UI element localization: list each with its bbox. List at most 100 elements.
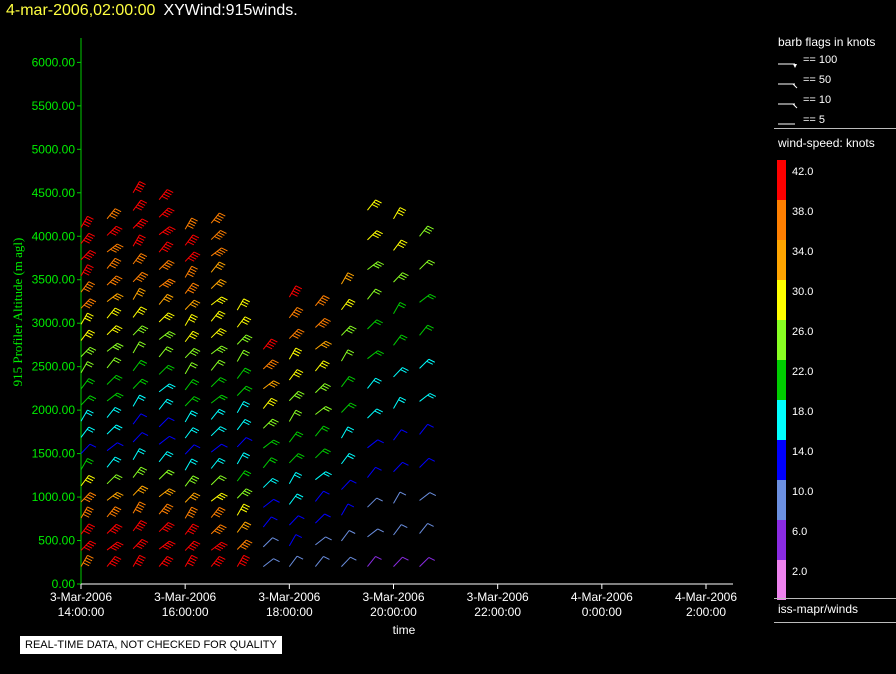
barb-flag bbox=[427, 295, 434, 300]
barb-flag bbox=[193, 540, 201, 545]
barb-flag bbox=[137, 503, 145, 508]
barb-flag bbox=[86, 428, 94, 433]
barb-shaft bbox=[106, 243, 118, 253]
barb-flag bbox=[109, 214, 117, 219]
wind-barb bbox=[393, 207, 407, 220]
wind-barb bbox=[106, 506, 122, 518]
barb-flag bbox=[165, 558, 172, 563]
barb-shaft bbox=[236, 419, 246, 431]
barb-flag bbox=[268, 383, 276, 388]
barb-flag bbox=[347, 349, 355, 354]
barb-flag bbox=[346, 329, 353, 334]
barb-flag bbox=[191, 265, 198, 270]
barb-flag bbox=[87, 542, 95, 547]
title-timestamp: 4-mar-2006,02:00:00 bbox=[6, 2, 156, 19]
barb-shaft bbox=[158, 522, 169, 533]
barb-flag bbox=[347, 378, 354, 383]
barb-flag bbox=[162, 231, 169, 236]
barb-shaft bbox=[367, 230, 378, 241]
barb-flag bbox=[112, 296, 120, 301]
barb-flag bbox=[265, 345, 273, 350]
wind-barb bbox=[393, 272, 409, 283]
barb-flag bbox=[168, 312, 175, 317]
barb-flag bbox=[397, 244, 405, 249]
barb-flag bbox=[427, 394, 434, 399]
barb-shaft bbox=[419, 458, 430, 468]
wind-barb bbox=[184, 492, 201, 503]
barb-shaft bbox=[106, 374, 117, 385]
barb-shaft bbox=[132, 181, 140, 194]
wind-barb bbox=[158, 451, 174, 463]
barb-shaft bbox=[210, 443, 222, 453]
barb-flag bbox=[220, 524, 227, 529]
barb-flag bbox=[165, 453, 172, 458]
barb-flag bbox=[292, 290, 300, 295]
barb-flag bbox=[317, 301, 325, 306]
barb-flag bbox=[376, 408, 383, 413]
barb-flag bbox=[139, 181, 146, 185]
wind-barb bbox=[158, 469, 175, 480]
barb-flag bbox=[398, 276, 405, 281]
wind-barb bbox=[132, 359, 148, 372]
barb-shaft bbox=[106, 293, 118, 303]
barb-flag bbox=[244, 336, 251, 341]
barb-flag bbox=[141, 485, 149, 490]
barb-flag bbox=[242, 492, 249, 497]
barb-flag bbox=[87, 215, 94, 220]
barb-flag bbox=[218, 231, 225, 236]
barb-shaft bbox=[80, 264, 88, 277]
wind-barb bbox=[80, 540, 97, 551]
barb-shaft bbox=[210, 541, 222, 551]
wind-barb bbox=[106, 424, 123, 435]
barb-flag bbox=[244, 367, 252, 372]
barb-flag bbox=[399, 241, 406, 246]
barb-flag bbox=[296, 493, 304, 498]
barb-shaft bbox=[106, 407, 116, 418]
wind-barb bbox=[341, 375, 356, 388]
barb-flag bbox=[348, 404, 355, 409]
wind-barb bbox=[106, 555, 122, 567]
barb-flag bbox=[220, 475, 227, 480]
barb-flag bbox=[114, 525, 121, 530]
barb-flag bbox=[193, 347, 201, 352]
barb-flag bbox=[166, 366, 173, 371]
barb-flag bbox=[141, 271, 149, 276]
barb-flag bbox=[111, 560, 118, 565]
barb-shaft bbox=[262, 338, 272, 350]
barb-shaft bbox=[80, 378, 90, 390]
barb-flag bbox=[219, 212, 226, 217]
barb-flag bbox=[269, 459, 276, 464]
wind-barb bbox=[132, 199, 148, 211]
barb-flag bbox=[215, 315, 222, 320]
wind-barb bbox=[315, 513, 331, 524]
barb-shaft bbox=[315, 513, 325, 524]
barb-shaft bbox=[315, 406, 326, 415]
barb-flag bbox=[244, 521, 252, 526]
barb-shaft bbox=[210, 279, 221, 289]
barb-shaft bbox=[80, 298, 91, 309]
barb-flag bbox=[166, 555, 174, 560]
barb-flag bbox=[346, 274, 353, 279]
y-tick-label: 500.00 bbox=[38, 534, 75, 548]
barb-flag bbox=[271, 397, 278, 402]
wind-barb bbox=[80, 215, 94, 228]
barb-shaft bbox=[288, 391, 299, 402]
barb-flag bbox=[87, 312, 94, 317]
barb-shaft bbox=[236, 334, 247, 345]
barb-flag bbox=[137, 471, 144, 476]
barb-shaft bbox=[210, 345, 222, 355]
barb-flag bbox=[188, 511, 196, 516]
barb-shaft bbox=[262, 418, 273, 429]
wind-barb bbox=[132, 394, 146, 407]
barb-flag bbox=[191, 542, 199, 547]
wind-barb bbox=[132, 413, 148, 425]
barb-shaft bbox=[80, 329, 90, 341]
barb-shaft bbox=[341, 299, 350, 311]
barb-flag bbox=[216, 349, 224, 354]
barb-flag bbox=[213, 219, 221, 224]
y-axis-title: 915 Profiler Altitude (m agl) bbox=[10, 238, 25, 387]
barb-flag bbox=[214, 236, 221, 240]
wind-barb bbox=[80, 232, 95, 245]
barb-flag bbox=[350, 325, 357, 330]
barb-flag bbox=[87, 409, 94, 414]
